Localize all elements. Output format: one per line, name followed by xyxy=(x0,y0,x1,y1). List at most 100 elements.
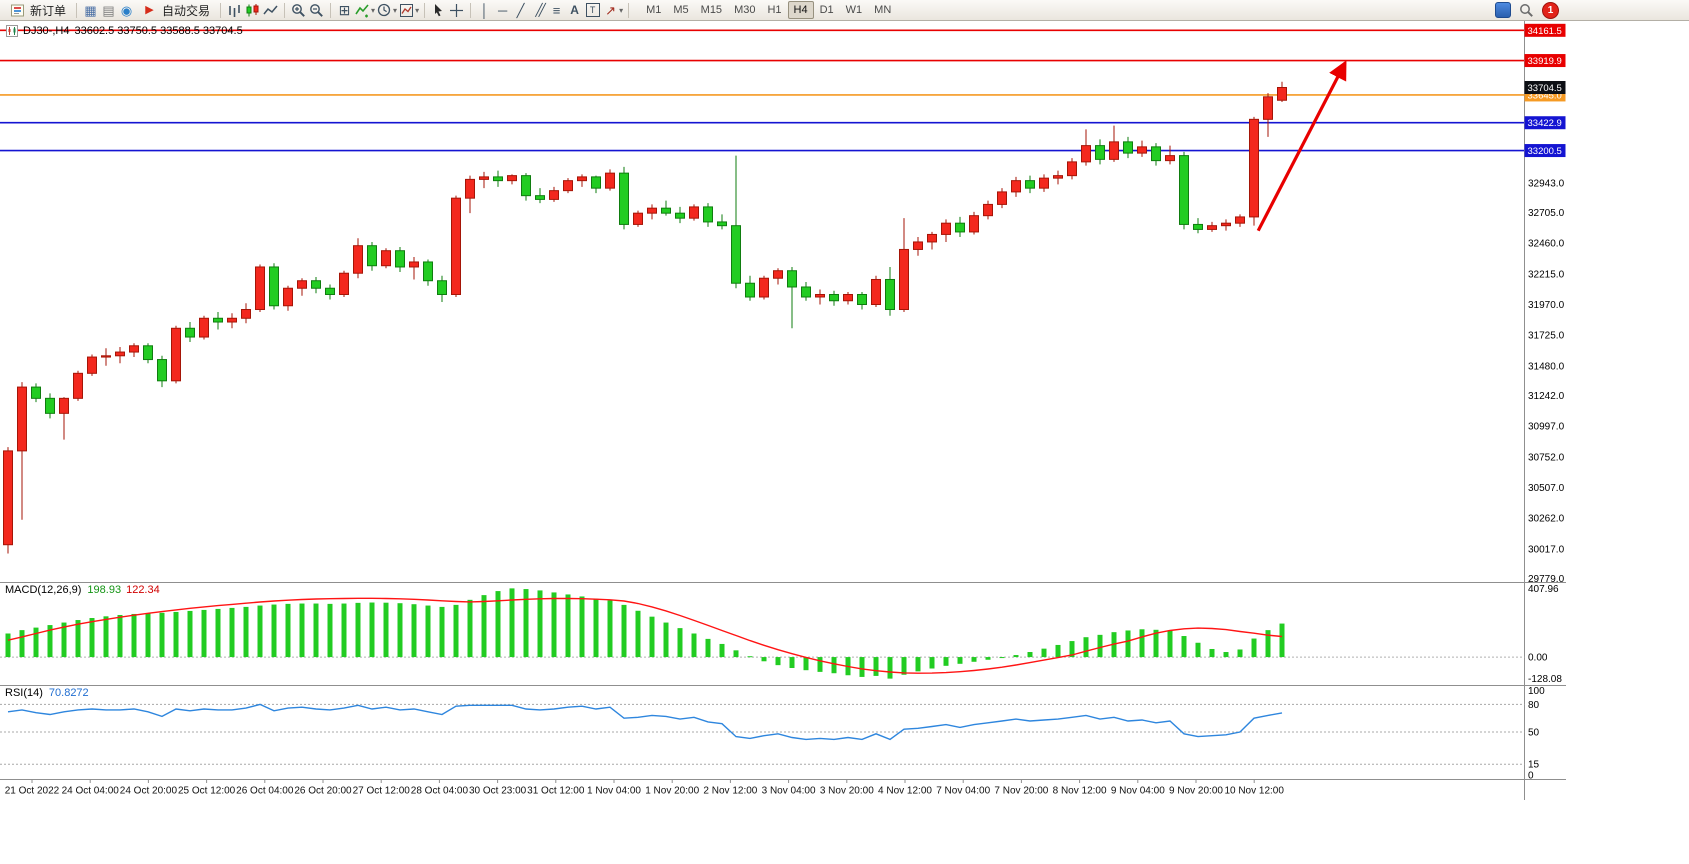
level-price-label[interactable]: 33422.9 xyxy=(1528,118,1562,129)
time-axis-label: 28 Oct 04:00 xyxy=(411,786,469,797)
crosshair-icon[interactable] xyxy=(448,2,465,19)
candlestick-chart-icon[interactable] xyxy=(244,2,261,19)
timeframe-M15[interactable]: M15 xyxy=(700,4,723,16)
templates-icon[interactable] xyxy=(398,2,415,19)
macd-histogram-bar xyxy=(859,657,865,677)
macd-histogram-bar xyxy=(1153,629,1159,658)
alerts-icon[interactable]: ◉ xyxy=(120,2,133,18)
candle-body xyxy=(367,245,377,267)
candle-body xyxy=(801,286,811,298)
new-order-button[interactable]: 新订单 xyxy=(4,1,71,19)
candle-body xyxy=(633,212,643,225)
candle-body xyxy=(255,266,265,311)
macd-histogram-bar xyxy=(733,650,739,658)
candle-body xyxy=(325,287,335,295)
timeframe-MN[interactable]: MN xyxy=(874,4,892,16)
candle-body xyxy=(591,176,601,189)
macd-histogram-bar xyxy=(383,602,389,658)
tile-windows-icon[interactable]: ⊞ xyxy=(338,2,351,18)
price-scale-label: 30997.0 xyxy=(1528,422,1565,433)
candle-body xyxy=(703,206,713,223)
level-price-label[interactable]: 33919.9 xyxy=(1528,56,1562,67)
timeframe-M1[interactable]: M1 xyxy=(646,4,662,16)
macd-histogram-bar xyxy=(901,657,907,675)
text-tool-icon[interactable]: A xyxy=(570,3,579,17)
periods-icon[interactable] xyxy=(376,2,393,19)
time-axis-label: 25 Oct 12:00 xyxy=(178,786,236,797)
price-scale-label: 30507.0 xyxy=(1528,483,1565,494)
timeframe-H4[interactable]: H4 xyxy=(787,1,814,19)
time-axis-label: 1 Nov 04:00 xyxy=(587,786,641,797)
macd-main-value: 198.93 xyxy=(87,584,122,596)
macd-histogram-bar xyxy=(187,610,193,658)
candle-body xyxy=(87,356,97,374)
horizontal-line-tool-icon[interactable]: ─ xyxy=(497,2,508,18)
level-price-box[interactable] xyxy=(1524,23,1566,37)
line-chart-icon[interactable] xyxy=(262,2,279,19)
candle-body xyxy=(857,293,867,306)
candle-body xyxy=(759,277,769,298)
community-icon[interactable] xyxy=(1495,2,1511,18)
candle-body xyxy=(745,282,755,298)
macd-histogram-bar xyxy=(285,603,291,658)
price-scale-label: 31480.0 xyxy=(1528,361,1565,372)
chevron-down-icon[interactable]: ▾ xyxy=(619,5,624,15)
macd-histogram-bar xyxy=(1237,649,1243,658)
rsi-scale-label: 80 xyxy=(1528,700,1540,711)
macd-histogram-bar xyxy=(887,657,893,679)
vertical-line-tool-icon[interactable]: │ xyxy=(480,2,489,18)
candle-body xyxy=(885,278,895,311)
level-price-label[interactable]: 33200.5 xyxy=(1528,146,1562,157)
level-price-box[interactable] xyxy=(1524,116,1566,130)
text-label-tool-icon[interactable]: T xyxy=(584,2,601,19)
macd-histogram-bar xyxy=(1223,652,1229,658)
time-axis-label: 7 Nov 20:00 xyxy=(994,786,1048,797)
candle-body xyxy=(1235,216,1245,224)
zoom-out-icon[interactable] xyxy=(308,2,325,19)
macd-histogram-bar xyxy=(5,633,11,658)
candle-body xyxy=(731,225,741,284)
candle-body xyxy=(843,293,853,302)
cursor-icon[interactable] xyxy=(430,2,447,19)
chart-area[interactable]: 32943.0 32705.0 32460.0 32215.0 31970.0 31725… xyxy=(0,21,1566,864)
macd-histogram-bar xyxy=(635,610,641,658)
trendline-tool-icon[interactable]: ╱ xyxy=(516,2,525,18)
macd-histogram-bar xyxy=(593,598,599,658)
zoom-in-icon[interactable] xyxy=(290,2,307,19)
level-price-label[interactable]: 34161.5 xyxy=(1528,26,1562,37)
auto-trading-button[interactable]: ▶ 自动交易 xyxy=(136,1,215,19)
timeframe-H1[interactable]: H1 xyxy=(767,4,782,16)
time-axis-label: 27 Oct 12:00 xyxy=(353,786,411,797)
profiles-icon[interactable]: ▤ xyxy=(102,2,115,18)
candle-body xyxy=(941,222,951,235)
timeframe-W1[interactable]: W1 xyxy=(845,4,863,16)
timeframe-M30[interactable]: M30 xyxy=(734,4,756,16)
new-chart-icon[interactable]: ▦ xyxy=(84,2,97,18)
chevron-down-icon[interactable]: ▾ xyxy=(371,5,376,15)
level-price-label[interactable]: 33645.0 xyxy=(1528,90,1562,101)
channel-tool-icon[interactable]: ╱╱ xyxy=(535,3,545,17)
chevron-down-icon[interactable]: ▾ xyxy=(393,5,398,15)
chevron-down-icon[interactable]: ▾ xyxy=(415,5,420,15)
arrows-tool-icon[interactable]: ↗ xyxy=(605,2,617,18)
level-price-box[interactable] xyxy=(1524,54,1566,68)
timeframe-M5[interactable]: M5 xyxy=(673,4,689,16)
candle-body xyxy=(339,272,349,295)
candle-body xyxy=(1011,180,1021,193)
trend-arrow[interactable] xyxy=(1256,60,1347,232)
fibonacci-tool-icon[interactable]: ≡ xyxy=(552,2,561,18)
toolbar-separator xyxy=(76,2,78,18)
time-axis-label: 3 Nov 20:00 xyxy=(820,786,874,797)
level-price-box[interactable] xyxy=(1524,144,1566,158)
toolbar-separator xyxy=(470,2,472,18)
search-icon[interactable] xyxy=(1518,2,1535,19)
indicators-icon[interactable] xyxy=(354,2,371,19)
chart-canvas[interactable]: 32943.0 32705.0 32460.0 32215.0 31970.0 31725… xyxy=(0,21,1566,864)
rsi-name: RSI(14) xyxy=(5,687,43,699)
bar-chart-icon[interactable] xyxy=(226,2,243,19)
notification-badge[interactable]: 1 xyxy=(1542,1,1559,19)
candle-body xyxy=(185,327,195,338)
macd-histogram-bar xyxy=(117,614,123,658)
time-axis-label: 10 Nov 12:00 xyxy=(1224,786,1284,797)
timeframe-D1[interactable]: D1 xyxy=(819,4,834,16)
